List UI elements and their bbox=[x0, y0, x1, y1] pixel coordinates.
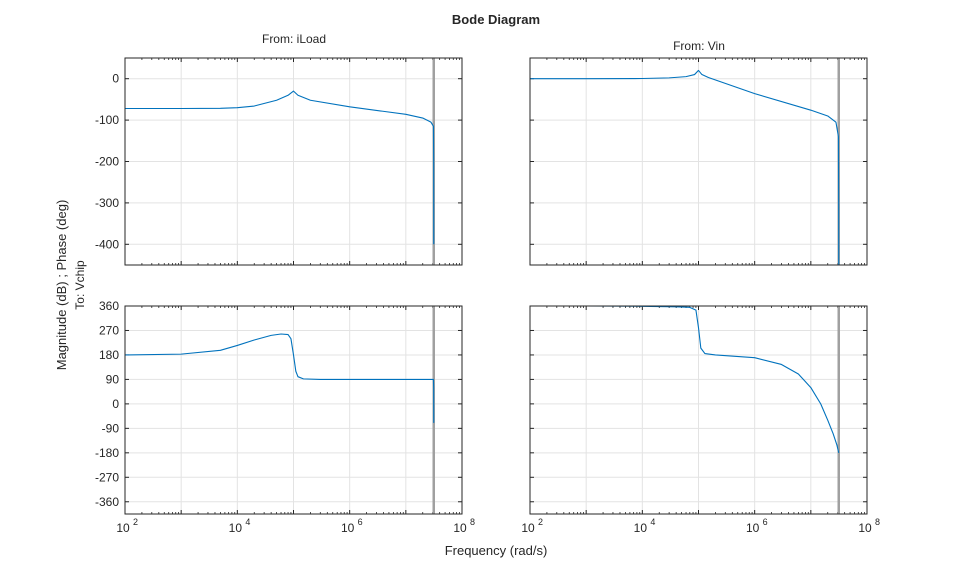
x-tick-label-exponent: 8 bbox=[470, 517, 475, 527]
y-tick-label: 360 bbox=[99, 299, 119, 313]
x-tick-label-exponent: 6 bbox=[358, 517, 363, 527]
y-tick-label: 0 bbox=[112, 397, 119, 411]
series-line-phase-vin bbox=[530, 305, 840, 453]
input-label-vin: From: Vin bbox=[673, 39, 725, 53]
x-tick-label-exponent: 4 bbox=[245, 517, 250, 527]
x-tick-label: 10 bbox=[453, 521, 467, 535]
x-axis-label: Frequency (rad/s) bbox=[445, 543, 548, 558]
y-tick-label: -180 bbox=[95, 446, 119, 460]
output-label: To: Vchip bbox=[73, 260, 87, 310]
series-line-mag-iload bbox=[125, 90, 435, 245]
y-tick-label: -400 bbox=[95, 237, 119, 251]
x-tick-label: 10 bbox=[229, 521, 243, 535]
x-tick-label: 10 bbox=[521, 521, 535, 535]
axes-box-mag-vin bbox=[529, 57, 868, 266]
axes-box-mag-iload bbox=[124, 57, 463, 266]
y-tick-label: -90 bbox=[102, 421, 120, 435]
series-line-mag-vin bbox=[530, 69, 840, 266]
y-axis-label: Magnitude (dB) ; Phase (deg) bbox=[54, 200, 69, 371]
y-tick-label: -360 bbox=[95, 495, 119, 509]
axes-box-phase-iload bbox=[124, 305, 463, 515]
y-tick-label: -100 bbox=[95, 113, 119, 127]
x-tick-label-exponent: 2 bbox=[133, 517, 138, 527]
series-line-phase-iload bbox=[124, 333, 435, 423]
y-tick-label: -200 bbox=[95, 155, 119, 169]
y-tick-label: 0 bbox=[112, 72, 119, 86]
x-tick-label: 10 bbox=[634, 521, 648, 535]
y-tick-label: -300 bbox=[95, 196, 119, 210]
x-tick-label-exponent: 6 bbox=[763, 517, 768, 527]
y-tick-label: 90 bbox=[106, 372, 120, 386]
y-tick-label: -270 bbox=[95, 470, 119, 484]
axes-box-phase-vin bbox=[529, 305, 868, 515]
x-tick-label: 10 bbox=[746, 521, 760, 535]
y-tick-label: 180 bbox=[99, 348, 119, 362]
x-tick-label-exponent: 2 bbox=[538, 517, 543, 527]
x-tick-label: 10 bbox=[858, 521, 872, 535]
figure-title: Bode Diagram bbox=[452, 12, 540, 27]
x-tick-label-exponent: 4 bbox=[650, 517, 655, 527]
axes-grid: 0 -100 -200 -300 -400 360 270 180 90 0 -90 -180 -270… bbox=[95, 57, 880, 535]
x-tick-label-exponent: 8 bbox=[875, 517, 880, 527]
input-label-iload: From: iLoad bbox=[262, 32, 326, 46]
x-tick-label: 10 bbox=[341, 521, 355, 535]
x-tick-label: 10 bbox=[116, 521, 130, 535]
y-tick-label: 270 bbox=[99, 323, 119, 337]
